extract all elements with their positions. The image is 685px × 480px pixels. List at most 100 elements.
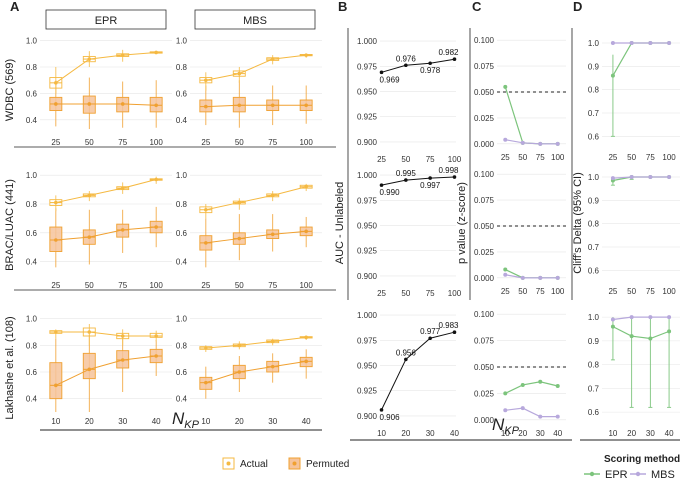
chart-c-r1-xtick-2: 75: [536, 153, 545, 162]
chart-a-r2-c2-actual-point-1: [237, 200, 242, 205]
chart-c-r2-epr-point-0: [503, 267, 508, 272]
chart-b-r1-ytick-1: 0.925: [357, 113, 378, 122]
chart-d-r3-epr-point-3: [667, 329, 672, 334]
chart-a-r3-c1-permuted-point-2: [120, 358, 125, 362]
chart-a-r3-c1-actual-point-1: [87, 330, 92, 334]
chart-c-r2-xtick-1: 50: [518, 287, 527, 296]
chart-b-r1-point-3: [452, 57, 457, 62]
chart-c-r1-xtick-3: 100: [551, 153, 565, 162]
chart-c-r1-xtick-1: 50: [518, 153, 527, 162]
chart-a-r1-c1-xtick-0: 25: [51, 138, 60, 147]
chart-a-r3-c1-permuted-point-1: [87, 367, 92, 372]
chart-d-r3-xtick-2: 30: [646, 429, 655, 438]
chart-a-r3-c1-ytick-3: 1.0: [26, 315, 38, 324]
chart-a-r1-c1-ytick-1: 0.6: [26, 89, 38, 98]
chart-c-r2-ytick-1: 0.025: [474, 248, 495, 257]
chart-d-r3-mbs-point-3: [667, 315, 672, 320]
chart-a-r1-c2-permuted-point-0: [204, 104, 208, 109]
chart-b-r3-label-2: 0.977: [420, 327, 441, 336]
chart-a-r1-c1-xtick-2: 75: [118, 138, 127, 147]
chart-a-r3-c2-ytick-1: 0.6: [176, 368, 188, 377]
chart-d-r3-xtick-3: 40: [665, 429, 674, 438]
chart-d-r2-ytick-0: 0.6: [588, 266, 600, 275]
chart-b-r2: 0.900 0.925 0.950 0.975 1.000 25 50 75 100 0.990 0…: [357, 166, 462, 298]
chart-d-r3-xtick-1: 20: [627, 429, 636, 438]
chart-a-r3-c2-actual-point-3: [304, 335, 308, 340]
chart-a-r3-c1-permuted-line: [55, 355, 157, 386]
chart-b-r2-ytick-3: 0.975: [357, 196, 378, 205]
chart-d-r2-xtick-1: 50: [627, 287, 636, 296]
chart-c-r2-xtick-3: 100: [551, 287, 565, 296]
chart-c-r2-xtick-2: 75: [536, 287, 545, 296]
strip-epr-box: [45, 9, 167, 30]
chart-a-r2-c2-ytick-3: 1.0: [176, 171, 188, 180]
chart-a-r1-c2-permuted-line: [205, 104, 307, 108]
chart-a-r1-c1-permuted-point-1: [87, 102, 92, 106]
chart-d-r1-ytick-4: 1.0: [588, 39, 600, 48]
chart-a-r2-c2-xtick-1: 50: [235, 281, 244, 290]
chart-b-r1-xtick-3: 100: [448, 155, 462, 164]
legend-permuted-label: Permuted: [306, 459, 349, 470]
chart-a-r2-c2-permuted-point-0: [204, 241, 208, 245]
chart-d-r2-ytick-1: 0.7: [588, 243, 600, 252]
chart-d-r2-mbs-point-0: [610, 176, 615, 181]
chart-a-r3-c1-permuted-box-1: [82, 352, 96, 380]
chart-b-r3-ytick-2: 0.950: [357, 361, 378, 370]
chart-d-r3-ytick-3: 0.9: [588, 337, 600, 346]
chart-a-r1-c2-permuted-point-3: [304, 103, 308, 108]
chart-a-r2-c1-actual-point-0: [54, 200, 58, 205]
chart-c-r3-epr-point-0: [503, 391, 508, 396]
chart-b-r3-label-3: 0.983: [438, 321, 459, 330]
chart-c-r3-mbs-point-0: [503, 408, 508, 413]
strip-mbs-box: [194, 9, 316, 30]
chart-a-r2-c1-permuted-line: [55, 226, 157, 241]
chart-d-r1-epr-point-0: [610, 73, 615, 78]
chart-a-r2-c2-permuted-point-3: [304, 229, 308, 234]
chart-b-r2-ytick-4: 1.000: [357, 171, 378, 180]
chart-a-r3-c2-permuted-point-0: [204, 380, 208, 385]
chart-a-r2-c2-actual-point-3: [304, 184, 308, 189]
chart-d-r3-bg: [602, 310, 680, 424]
legend-permuted-dot: [292, 461, 297, 466]
chart-c-r3-epr-line: [505, 381, 558, 394]
chart-d-r3-epr-point-2: [648, 336, 653, 341]
chart-b-r1-ytick-0: 0.900: [357, 138, 378, 147]
chart-c-r1-mbs-point-0: [503, 137, 508, 142]
chart-b-r1-xtick-0: 25: [377, 155, 386, 164]
chart-b-r2-point-3: [452, 175, 457, 179]
chart-a-r1-c1-actual-point-2: [120, 53, 125, 57]
chart-a-r2-c1-xtick-2: 75: [118, 281, 127, 290]
chart-a-r2-c1-xtick-3: 100: [149, 281, 163, 290]
chart-d-r1-xtick-1: 50: [627, 153, 636, 162]
chart-b-r3-label-0: 0.906: [380, 413, 401, 422]
chart-d-r1-mbs-point-2: [648, 41, 653, 45]
ylabel-c: p value (z-score): [456, 182, 468, 264]
chart-b-r2-label-2: 0.997: [420, 181, 441, 190]
chart-a-r3-c2-xtick-0: 10: [201, 417, 210, 426]
chart-c-r3-epr-point-1: [520, 382, 525, 387]
chart-a-r2-c1-xtick-0: 25: [51, 281, 60, 290]
chart-d-r2-mbs-point-1: [629, 175, 634, 179]
chart-a-r1-c1-bg: [40, 34, 172, 133]
chart-d-r1-ytick-1: 0.7: [588, 109, 600, 118]
chart-a-r1-c2-ytick-3: 1.0: [176, 37, 188, 46]
chart-b-r1-bg: [380, 36, 456, 150]
xlabel-c: NKP: [492, 415, 520, 437]
chart-a-r3-c1-actual-point-2: [120, 334, 125, 338]
chart-a-r3-c2-permuted-point-2: [270, 364, 275, 369]
chart-c-r1-ytick-0: 0.000: [474, 140, 495, 149]
chart-b-r3-point-2: [428, 336, 432, 341]
chart-a-r3-c1-xtick-2: 30: [118, 417, 127, 426]
chart-a-r1-c1-permuted-line: [55, 103, 157, 106]
chart-a-r2-c1-ytick-2: 0.8: [26, 200, 38, 209]
chart-a-r1-c1-ytick-2: 0.8: [26, 63, 38, 72]
chart-c-r3-ytick-0: 0.000: [474, 416, 495, 425]
chart-c-r2-ytick-4: 0.100: [474, 170, 495, 179]
chart-d-r1-ytick-0: 0.6: [588, 132, 600, 141]
chart-b-r2-label-3: 0.998: [438, 166, 459, 175]
chart-a-r1-c2-ytick-0: 0.4: [176, 116, 188, 125]
chart-a-r2-c2-actual-line: [205, 186, 307, 211]
chart-d-r3-ytick-4: 1.0: [588, 313, 600, 322]
chart-d-r1-ytick-3: 0.9: [588, 62, 600, 71]
chart-b-r1-label-2: 0.978: [420, 66, 441, 75]
